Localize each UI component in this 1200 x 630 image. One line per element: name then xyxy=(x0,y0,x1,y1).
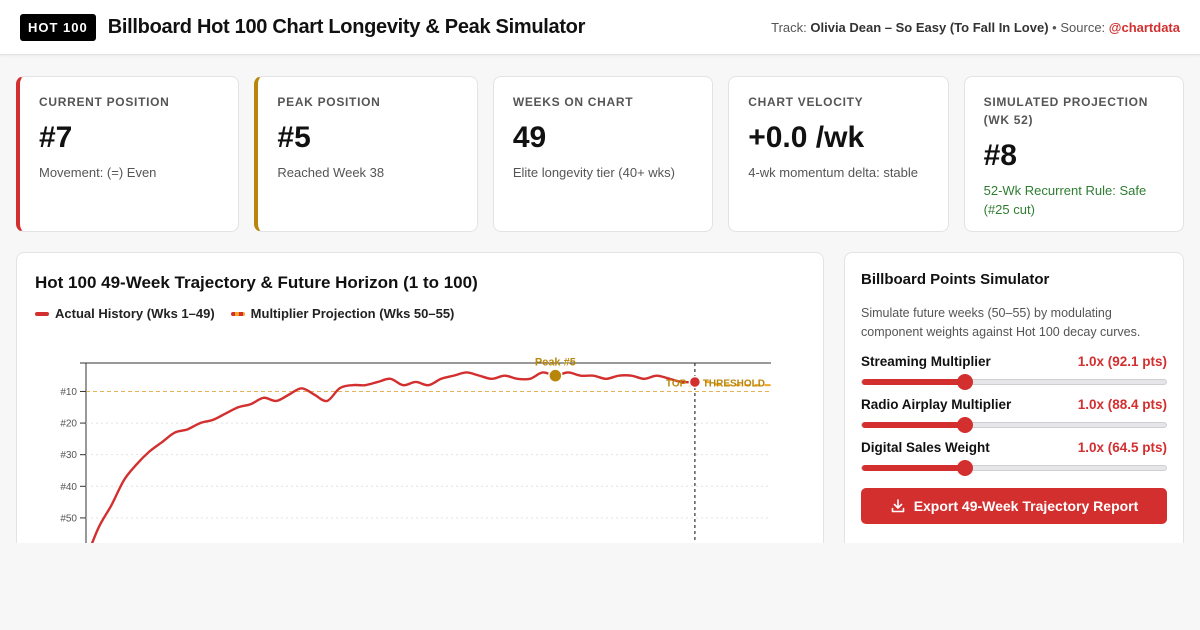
slider-label: Digital Sales Weight xyxy=(861,440,990,455)
kpi-cards: CURRENT POSITION #7 Movement: (=) Even P… xyxy=(16,76,1185,232)
card-value: #8 xyxy=(983,139,1017,172)
slider-value: 1.0x (92.1 pts) xyxy=(1077,354,1167,369)
download-icon xyxy=(891,499,904,513)
slider-value: 1.0x (88.4 pts) xyxy=(1077,397,1167,412)
slider-label: Radio Airplay Multiplier xyxy=(861,397,1012,412)
slider-value: 1.0x (64.5 pts) xyxy=(1077,440,1167,455)
viewport-cutoff xyxy=(0,543,1200,630)
slider-fill xyxy=(862,379,966,385)
track-prefix: Track: xyxy=(771,19,807,35)
card-chart-velocity: CHART VELOCITY +0.0 /wk 4-wk momentum de… xyxy=(728,76,949,232)
threshold-label: TOP 10 THRESHOLD xyxy=(666,378,765,389)
card-value: 49 xyxy=(512,121,547,154)
trajectory-chart-panel: Hot 100 49-Week Trajectory & Future Hori… xyxy=(16,252,824,553)
source-prefix: Source: xyxy=(1060,19,1106,35)
card-label: CURRENT POSITION xyxy=(39,95,170,109)
card-value: +0.0 /wk xyxy=(748,121,865,154)
simulator-title: Billboard Points Simulator xyxy=(861,271,1050,288)
hot100-logo: HOT 100 xyxy=(20,13,96,41)
streaming-multiplier-slider[interactable]: Streaming Multiplier 1.0x (92.1 pts) xyxy=(861,354,1167,390)
simulator-description: Simulate future weeks (50–55) by modulat… xyxy=(861,306,1141,339)
y-tick-label: #30 xyxy=(60,450,77,461)
slider-label: Streaming Multiplier xyxy=(861,354,991,369)
card-simulated-projection: SIMULATED PROJECTION (WK 52) #8 52-Wk Re… xyxy=(963,76,1185,232)
legend-label: Actual History (Wks 1–49) xyxy=(55,306,215,321)
track-meta: Track: Olivia Dean – So Easy (To Fall In… xyxy=(771,20,1180,35)
card-value: #7 xyxy=(39,121,73,154)
radio-airplay-multiplier-slider[interactable]: Radio Airplay Multiplier 1.0x (88.4 pts) xyxy=(861,397,1167,433)
top-bar: HOT 100 Billboard Hot 100 Chart Longevit… xyxy=(0,0,1200,55)
card-label: WEEKS ON CHART xyxy=(512,95,634,109)
history-series-line xyxy=(87,371,695,553)
card-label: CHART VELOCITY xyxy=(748,95,864,109)
y-tick-label: #40 xyxy=(60,482,77,493)
source-link[interactable]: @chartdata xyxy=(1108,19,1180,35)
card-sub: Movement: (=) Even xyxy=(39,165,157,180)
slider-handle[interactable] xyxy=(957,374,974,390)
slider-handle[interactable] xyxy=(957,460,974,476)
projection-series-line xyxy=(694,380,771,387)
legend-swatch-projection xyxy=(230,311,245,316)
peak-label: Peak #5 xyxy=(535,357,576,369)
slider-fill xyxy=(862,422,966,428)
track-name: Olivia Dean – So Easy (To Fall In Love) xyxy=(810,19,1049,35)
slider-track[interactable] xyxy=(861,374,1167,390)
legend-label: Multiplier Projection (Wks 50–55) xyxy=(250,306,455,321)
current-week-marker xyxy=(688,375,702,389)
card-label: SIMULATED PROJECTION (WK 52) xyxy=(983,95,1149,127)
card-value: #5 xyxy=(277,121,311,154)
peak-marker xyxy=(548,368,563,383)
legend-item-actual[interactable]: Actual History (Wks 1–49) xyxy=(35,306,215,321)
card-weeks-on-chart: WEEKS ON CHART 49 Elite longevity tier (… xyxy=(492,76,714,232)
legend-swatch-actual xyxy=(35,311,49,316)
slider-track[interactable] xyxy=(861,460,1167,476)
app-title: Billboard Hot 100 Chart Longevity & Peak… xyxy=(107,15,586,38)
card-sub: 52-Wk Recurrent Rule: Safe (#25 cut) xyxy=(983,183,1147,217)
chart-legend: Actual History (Wks 1–49) Multiplier Pro… xyxy=(35,306,454,321)
chart-title: Hot 100 49-Week Trajectory & Future Hori… xyxy=(35,273,478,292)
points-simulator-panel: Billboard Points Simulator Simulate futu… xyxy=(844,252,1184,552)
slider-track[interactable] xyxy=(861,417,1167,433)
card-sub: Reached Week 38 xyxy=(277,165,385,180)
slider-handle[interactable] xyxy=(957,417,974,433)
y-tick-label: #10 xyxy=(60,387,77,398)
card-sub: Elite longevity tier (40+ wks) xyxy=(512,165,676,180)
export-report-button[interactable]: Export 49-Week Trajectory Report xyxy=(861,488,1167,524)
card-sub: 4-wk momentum delta: stable xyxy=(748,165,919,180)
slider-fill xyxy=(862,465,966,471)
card-label: PEAK POSITION xyxy=(277,95,381,109)
legend-item-projection[interactable]: Multiplier Projection (Wks 50–55) xyxy=(230,306,455,321)
y-tick-label: #50 xyxy=(60,513,77,524)
export-button-label: Export 49-Week Trajectory Report xyxy=(913,498,1139,514)
card-current-position: CURRENT POSITION #7 Movement: (=) Even xyxy=(16,76,240,232)
meta-separator: • xyxy=(1052,19,1057,35)
y-tick-label: #20 xyxy=(60,419,77,430)
card-peak-position: PEAK POSITION #5 Reached Week 38 xyxy=(254,76,478,232)
digital-sales-weight-slider[interactable]: Digital Sales Weight 1.0x (64.5 pts) xyxy=(861,440,1167,476)
